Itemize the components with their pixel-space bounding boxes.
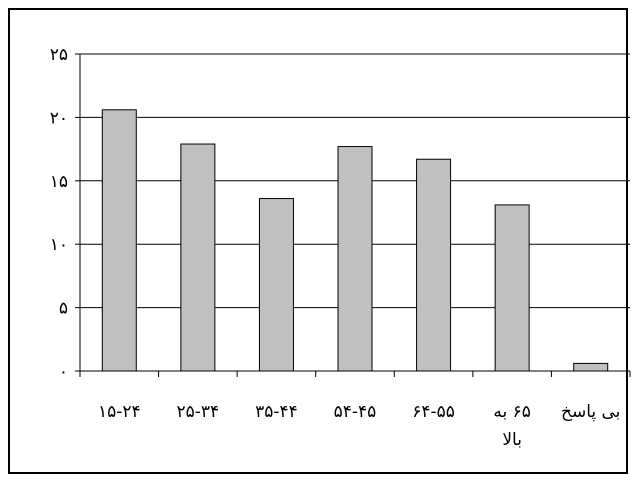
x-tick-label: ۲۵-۳۴ xyxy=(177,402,220,422)
bar xyxy=(573,362,609,372)
y-tick-label: ۲۵ xyxy=(50,45,68,65)
y-tick-label: ۱۰ xyxy=(50,235,68,255)
y-tick-label: ۲۰ xyxy=(50,108,68,128)
x-tick-label: ۱۵-۲۴ xyxy=(98,402,141,422)
bar xyxy=(416,158,452,372)
x-tick-label: ۶۴-۵۵ xyxy=(412,402,455,422)
bar xyxy=(337,146,373,372)
axes xyxy=(75,53,631,377)
y-tick-label: ۱۵ xyxy=(50,172,68,192)
bar xyxy=(494,204,530,372)
bar xyxy=(101,109,137,372)
bar xyxy=(180,143,216,372)
bars xyxy=(101,109,609,372)
y-tick-label: ۰ xyxy=(59,362,68,382)
x-tick-label: ۵۴-۴۵ xyxy=(334,402,377,422)
x-tick-label: بالا xyxy=(502,430,522,450)
x-tick-label: بی پاسخ xyxy=(561,402,620,422)
labels: ۰ ۵ ۱۰ ۱۵ ۲۰ ۲۵ ۱۵-۲۴ ۲۵-۳۴ ۳۵-۴۴ ۵۴-۴۵ ۶۴-۵۵ ۶۵ به… xyxy=(50,45,621,450)
bar xyxy=(258,198,294,372)
y-tick-label: ۵ xyxy=(59,299,68,319)
x-tick-label: ۶۵ به xyxy=(493,402,531,422)
x-tick-label: ۳۵-۴۴ xyxy=(255,402,298,422)
